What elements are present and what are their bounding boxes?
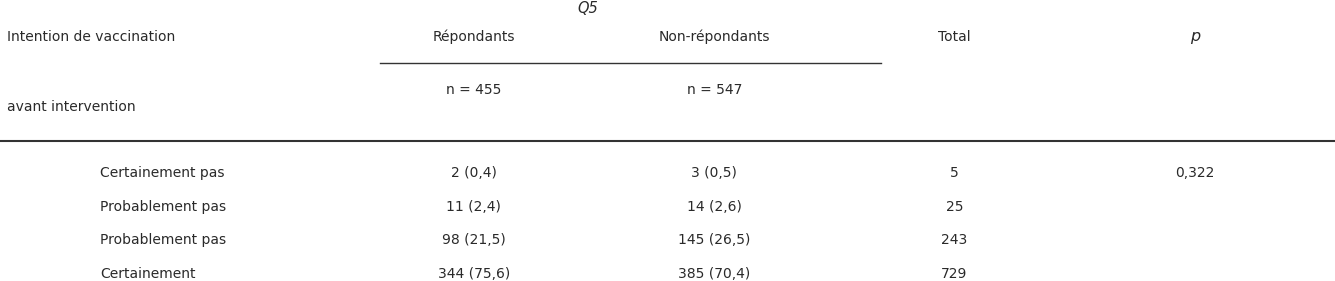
Text: 2 (0,4): 2 (0,4): [451, 166, 497, 180]
Text: 243: 243: [941, 233, 968, 247]
Text: Probablement pas: Probablement pas: [100, 233, 226, 247]
Text: 344 (75,6): 344 (75,6): [438, 267, 510, 281]
Text: avant intervention: avant intervention: [7, 100, 135, 114]
Text: Certainement: Certainement: [100, 267, 196, 281]
Text: 25: 25: [945, 200, 964, 214]
Text: Total: Total: [939, 30, 971, 44]
Text: Probablement pas: Probablement pas: [100, 200, 226, 214]
Text: Non-répondants: Non-répondants: [658, 29, 770, 44]
Text: n = 455: n = 455: [446, 83, 502, 97]
Text: n = 547: n = 547: [686, 83, 742, 97]
Text: Répondants: Répondants: [433, 29, 515, 44]
Text: Intention de vaccination: Intention de vaccination: [7, 30, 175, 44]
Text: 11 (2,4): 11 (2,4): [446, 200, 502, 214]
Text: 0,322: 0,322: [1175, 166, 1215, 180]
Text: Q5: Q5: [577, 1, 598, 16]
Text: 98 (21,5): 98 (21,5): [442, 233, 506, 247]
Text: Certainement pas: Certainement pas: [100, 166, 224, 180]
Text: 385 (70,4): 385 (70,4): [678, 267, 750, 281]
Text: 5: 5: [951, 166, 959, 180]
Text: p: p: [1189, 29, 1200, 44]
Text: 3 (0,5): 3 (0,5): [692, 166, 737, 180]
Text: 729: 729: [941, 267, 968, 281]
Text: 14 (2,6): 14 (2,6): [686, 200, 742, 214]
Text: 145 (26,5): 145 (26,5): [678, 233, 750, 247]
